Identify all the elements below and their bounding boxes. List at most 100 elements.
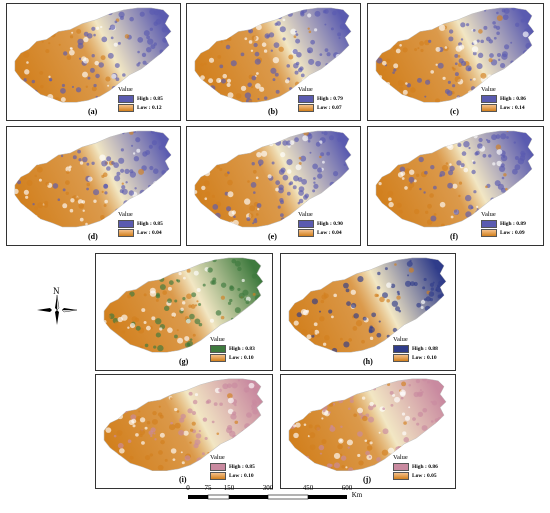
legend: Value High : 0.79 Low : 0.07 bbox=[298, 86, 343, 112]
scale-unit: Km bbox=[351, 491, 363, 499]
panel-label: (f) bbox=[450, 232, 458, 241]
legend-low-swatch bbox=[210, 471, 226, 480]
legend-high: High : 0.83 bbox=[229, 345, 255, 352]
legend-high-swatch bbox=[298, 219, 314, 228]
legend-low: Low : 0.07 bbox=[317, 104, 342, 111]
region-map bbox=[103, 378, 264, 472]
region-map bbox=[194, 7, 352, 103]
legend-high-swatch bbox=[481, 219, 497, 228]
region-map bbox=[288, 257, 447, 353]
map-panel-a: (a) Value High : 0.85 Low : 0.12 bbox=[6, 3, 181, 121]
legend-high-swatch bbox=[393, 344, 409, 353]
legend-high: High : 0.79 bbox=[317, 95, 343, 102]
legend-title: Value bbox=[298, 86, 313, 93]
legend-title: Value bbox=[393, 336, 408, 343]
legend: Value High : 0.85 Low : 0.10 bbox=[210, 454, 255, 480]
panel-label: (j) bbox=[363, 475, 371, 484]
region-map bbox=[375, 7, 535, 103]
map-panel-f: (f) Value High : 0.89 Low : 0.09 bbox=[367, 126, 544, 246]
region-map bbox=[103, 257, 264, 353]
map-panel-e: (e) Value High : 0.90 Low : 0.04 bbox=[186, 126, 361, 246]
legend-high: High : 0.85 bbox=[229, 463, 255, 470]
legend-high-swatch bbox=[118, 94, 134, 103]
legend-title: Value bbox=[210, 336, 225, 343]
map-panel-i: (i) Value High : 0.85 Low : 0.10 bbox=[95, 374, 273, 489]
legend-high: High : 0.85 bbox=[137, 95, 163, 102]
region-map bbox=[288, 378, 447, 472]
legend-low-swatch bbox=[118, 103, 134, 112]
north-label: N bbox=[53, 286, 60, 296]
legend-low-swatch bbox=[298, 228, 314, 237]
legend-low-swatch bbox=[393, 471, 409, 480]
panel-label: (a) bbox=[88, 107, 98, 116]
legend-title: Value bbox=[481, 86, 496, 93]
panel-label: (c) bbox=[450, 107, 459, 116]
scale-tick-0: 0 bbox=[186, 484, 190, 492]
legend-low: Low : 0.04 bbox=[317, 229, 342, 236]
legend-high: High : 0.86 bbox=[500, 95, 526, 102]
legend: Value High : 0.85 Low : 0.04 bbox=[118, 211, 163, 237]
legend: Value High : 0.90 Low : 0.04 bbox=[298, 211, 343, 237]
map-panel-j: (j) Value High : 0.86 Low : 0.05 bbox=[280, 374, 456, 489]
legend-high: High : 0.85 bbox=[137, 220, 163, 227]
panel-label: (i) bbox=[179, 475, 187, 484]
legend-high-swatch bbox=[210, 462, 226, 471]
legend-high-swatch bbox=[210, 344, 226, 353]
legend: Value High : 0.89 Low : 0.09 bbox=[481, 211, 526, 237]
map-panel-h: (h) Value High : 0.88 Low : 0.10 bbox=[280, 253, 456, 371]
panel-label: (d) bbox=[88, 232, 98, 241]
legend-low-swatch bbox=[298, 103, 314, 112]
legend-low: Low : 0.09 bbox=[500, 229, 525, 236]
legend: Value High : 0.85 Low : 0.12 bbox=[118, 86, 163, 112]
legend-low: Low : 0.04 bbox=[137, 229, 162, 236]
region-map bbox=[194, 130, 352, 228]
legend-high-swatch bbox=[393, 462, 409, 471]
scale-tick-150: 150 bbox=[223, 484, 235, 492]
map-panel-c: (c) Value High : 0.86 Low : 0.14 bbox=[367, 3, 544, 121]
legend-low: Low : 0.10 bbox=[229, 354, 254, 361]
legend-high: High : 0.88 bbox=[412, 345, 438, 352]
legend-title: Value bbox=[118, 86, 133, 93]
legend-title: Value bbox=[393, 454, 408, 461]
scale-tick-300: 300 bbox=[262, 484, 274, 492]
region-map bbox=[14, 130, 172, 228]
panel-label: (h) bbox=[363, 357, 373, 366]
legend-high: High : 0.89 bbox=[500, 220, 526, 227]
map-panel-d: (d) Value High : 0.85 Low : 0.04 bbox=[6, 126, 181, 246]
legend-low: Low : 0.14 bbox=[500, 104, 525, 111]
legend-high-swatch bbox=[481, 94, 497, 103]
scale-bar-graphic bbox=[188, 494, 347, 500]
legend-high: High : 0.86 bbox=[412, 463, 438, 470]
north-arrow: N bbox=[32, 286, 82, 335]
legend-low: Low : 0.10 bbox=[229, 472, 254, 479]
map-panel-g: (g) Value High : 0.83 Low : 0.10 bbox=[95, 253, 273, 371]
legend-title: Value bbox=[118, 211, 133, 218]
panel-label: (g) bbox=[179, 357, 189, 366]
legend-high: High : 0.90 bbox=[317, 220, 343, 227]
legend: Value High : 0.86 Low : 0.05 bbox=[393, 454, 438, 480]
legend-low: Low : 0.05 bbox=[412, 472, 437, 479]
legend-title: Value bbox=[481, 211, 496, 218]
legend-low-swatch bbox=[118, 228, 134, 237]
legend-high-swatch bbox=[298, 94, 314, 103]
scale-tick-600: 600 bbox=[341, 484, 353, 492]
legend-low-swatch bbox=[481, 228, 497, 237]
legend-title: Value bbox=[210, 454, 225, 461]
panel-label: (e) bbox=[268, 232, 277, 241]
legend-high-swatch bbox=[118, 219, 134, 228]
region-map bbox=[14, 7, 172, 103]
legend-title: Value bbox=[298, 211, 313, 218]
scale-tick-75: 75 bbox=[204, 484, 212, 492]
compass-icon bbox=[37, 294, 78, 325]
panel-label: (b) bbox=[268, 107, 278, 116]
legend: Value High : 0.88 Low : 0.10 bbox=[393, 336, 438, 362]
scale-tick-450: 450 bbox=[302, 484, 314, 492]
legend-low: Low : 0.10 bbox=[412, 354, 437, 361]
legend: Value High : 0.83 Low : 0.10 bbox=[210, 336, 255, 362]
legend-low: Low : 0.12 bbox=[137, 104, 162, 111]
legend-low-swatch bbox=[393, 353, 409, 362]
legend-low-swatch bbox=[210, 353, 226, 362]
legend: Value High : 0.86 Low : 0.14 bbox=[481, 86, 526, 112]
map-panel-b: (b) Value High : 0.79 Low : 0.07 bbox=[186, 3, 361, 121]
legend-low-swatch bbox=[481, 103, 497, 112]
